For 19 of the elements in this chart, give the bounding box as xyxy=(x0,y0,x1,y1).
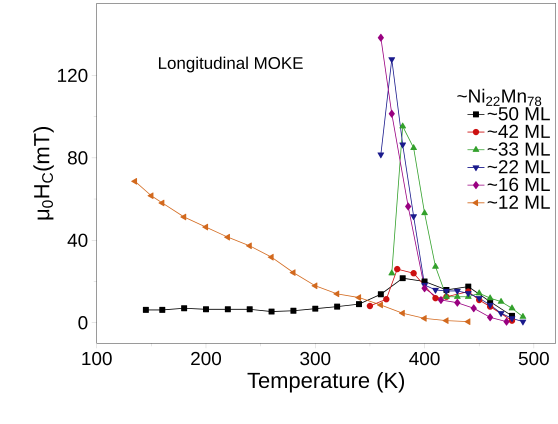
legend-label: ~16 ML xyxy=(488,178,550,192)
y-tick-label: 40 xyxy=(68,234,88,247)
x-tick-label: 300 xyxy=(300,352,330,366)
x-tick-label: 100 xyxy=(82,352,112,366)
annotation: Longitudinal MOKE xyxy=(158,56,303,72)
x-tick-label: 400 xyxy=(409,352,440,366)
legend-label: ~33 ML xyxy=(488,142,550,156)
y-tick-label: 0 xyxy=(78,316,88,330)
legend-label: ~50 ML xyxy=(488,106,550,120)
x-tick-label: 200 xyxy=(191,352,222,366)
y-axis-title: μ$_{0}$H$_{C}$(mT) xyxy=(33,127,54,220)
x-axis-title: Temperature (K) xyxy=(248,372,404,392)
legend-title: ~Ni$_{22}$Mn$_{78}$ xyxy=(457,88,542,106)
legend-label: ~42 ML xyxy=(488,124,550,138)
x-tick-label: 500 xyxy=(518,352,549,366)
y-tick-label: 120 xyxy=(58,68,88,82)
legend-label: ~12 ML xyxy=(488,195,550,209)
legend-label: ~22 ML xyxy=(488,160,550,174)
y-tick-label: 80 xyxy=(68,151,88,165)
